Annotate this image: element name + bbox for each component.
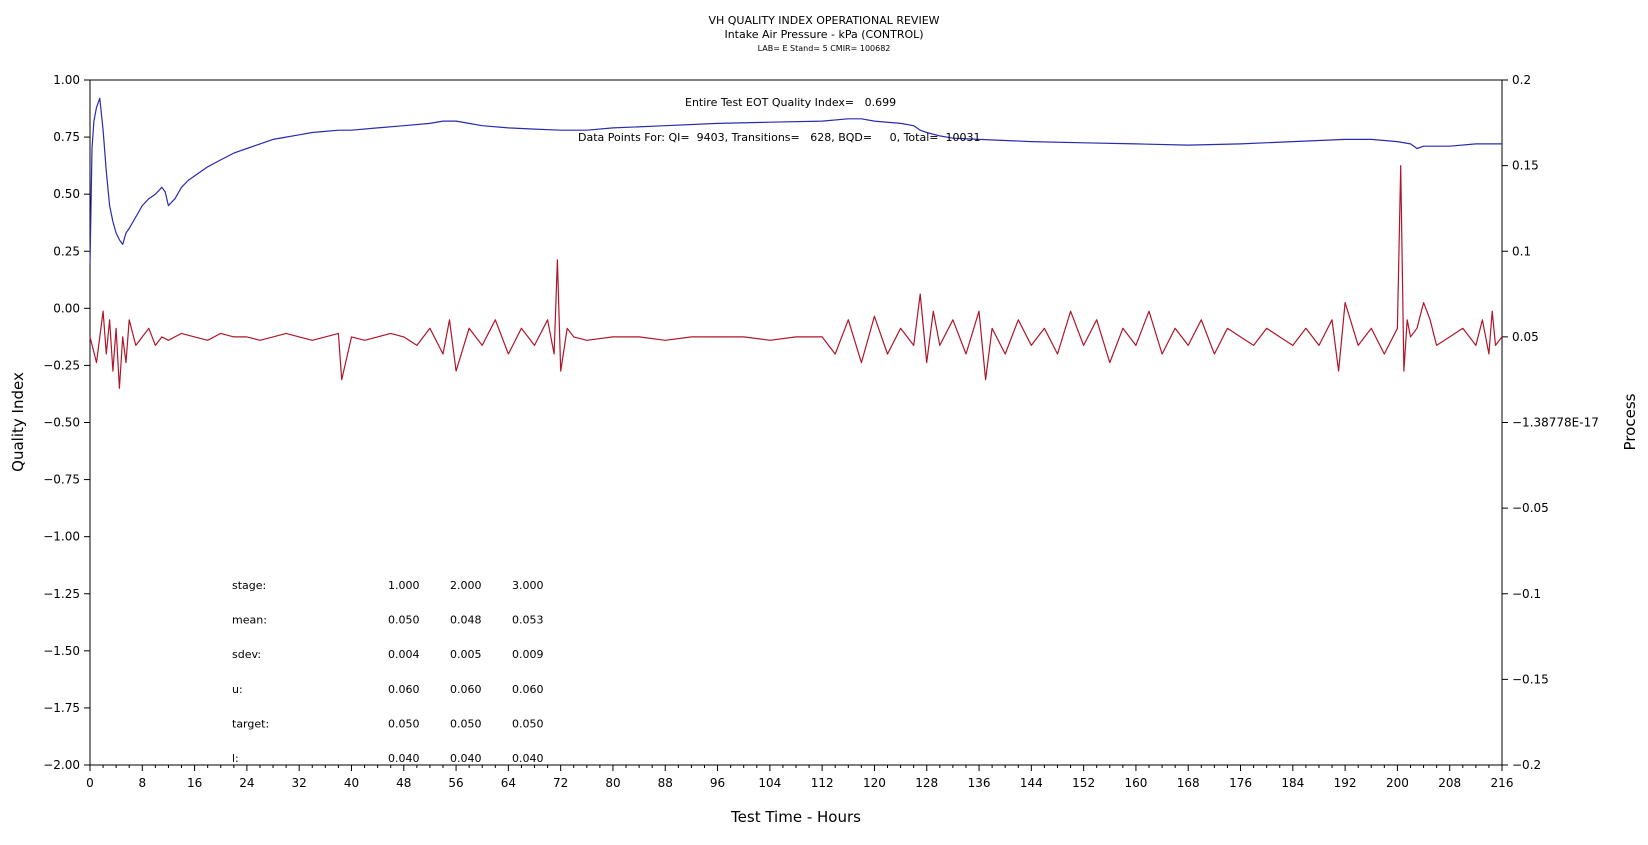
x-tick-label: 112 xyxy=(811,776,834,790)
x-tick-label: 48 xyxy=(396,776,411,790)
x-tick-label: 128 xyxy=(915,776,938,790)
y-tick-label: −0.75 xyxy=(43,473,80,487)
y-tick-label: −1.50 xyxy=(43,644,80,658)
x-tick-label: 104 xyxy=(758,776,781,790)
y2-tick-label: −0.05 xyxy=(1512,501,1549,515)
x-tick-label: 56 xyxy=(448,776,463,790)
stats-row-label: mean: xyxy=(232,614,267,627)
stats-cell: 0.050 xyxy=(450,717,482,730)
data-points-annotation: Data Points For: QI= 9403, Transitions= … xyxy=(578,131,980,144)
x-tick-label: 216 xyxy=(1491,776,1514,790)
x-tick-label: 40 xyxy=(344,776,359,790)
x-tick-label: 80 xyxy=(605,776,620,790)
x-tick-label: 208 xyxy=(1438,776,1461,790)
process-series-line xyxy=(89,165,1503,389)
stats-cell: 0.050 xyxy=(512,717,544,730)
x-tick-label: 24 xyxy=(239,776,254,790)
x-tick-label: 88 xyxy=(658,776,673,790)
stats-cell: 0.009 xyxy=(512,648,544,661)
y2-tick-label: 0.1 xyxy=(1512,244,1531,258)
stats-cell: 1.000 xyxy=(388,579,420,592)
y-tick-label: −0.25 xyxy=(43,358,80,372)
x-tick-label: 96 xyxy=(710,776,725,790)
stats-cell: 2.000 xyxy=(450,579,482,592)
x-tick-label: 72 xyxy=(553,776,568,790)
stats-cell: 3.000 xyxy=(512,579,544,592)
chart-title: VH QUALITY INDEX OPERATIONAL REVIEW xyxy=(708,14,939,27)
chart-subtitle: Intake Air Pressure - kPa (CONTROL) xyxy=(724,28,923,41)
y-tick-label: −0.50 xyxy=(43,416,80,430)
stats-row-label: stage: xyxy=(232,579,266,592)
x-tick-label: 16 xyxy=(187,776,202,790)
stats-row-label: target: xyxy=(232,717,269,730)
x-tick-label: 0 xyxy=(86,776,94,790)
x-tick-label: 192 xyxy=(1334,776,1357,790)
y2-tick-label: 0.2 xyxy=(1512,73,1531,87)
y2-tick-label: 0.15 xyxy=(1512,159,1539,173)
x-tick-label: 64 xyxy=(501,776,516,790)
plot-frame xyxy=(89,79,1503,766)
x-tick-label: 160 xyxy=(1124,776,1147,790)
stats-cell: 0.048 xyxy=(450,614,482,627)
y-tick-label: 0.75 xyxy=(53,130,80,144)
chart-subtitle-stand: LAB= E Stand= 5 CMIR= 100682 xyxy=(758,44,891,53)
stats-cell: 0.050 xyxy=(388,717,420,730)
y2-tick-label: 0.05 xyxy=(1512,330,1539,344)
y2-tick-label: −0.15 xyxy=(1512,672,1549,686)
y-tick-label: −1.75 xyxy=(43,701,80,715)
x-tick-label: 32 xyxy=(292,776,307,790)
stage-stats-table: stage: 1.000 2.000 3.000 mean: 0.050 0.048 0.05… xyxy=(232,579,544,765)
y-axis-label: Quality Index xyxy=(9,372,27,472)
x-tick-label: 200 xyxy=(1386,776,1409,790)
x-tick-label: 120 xyxy=(863,776,886,790)
y-tick-label: −1.00 xyxy=(43,530,80,544)
stats-row-label: l: xyxy=(232,752,239,765)
y2-tick-label: −0.2 xyxy=(1512,758,1541,772)
x-tick-label: 184 xyxy=(1281,776,1304,790)
x-tick-label: 152 xyxy=(1072,776,1095,790)
y-tick-label: 0.25 xyxy=(53,244,80,258)
stats-cell: 0.053 xyxy=(512,614,544,627)
y2-tick-label: −0.1 xyxy=(1512,587,1541,601)
y-tick-label: 1.00 xyxy=(53,73,80,87)
axis-ticks: 0 8 16 24 32 40 48 56 64 72 80 88 96 104 112 120 128 136 1… xyxy=(43,73,1599,790)
stats-cell: 0.060 xyxy=(512,683,544,696)
x-axis-label: Test Time - Hours xyxy=(730,808,861,826)
y2-tick-label: −1.38778E-17 xyxy=(1512,416,1599,430)
series-layer xyxy=(89,97,1503,389)
x-tick-label: 8 xyxy=(138,776,146,790)
stats-cell: 0.060 xyxy=(450,683,482,696)
stats-cell: 0.005 xyxy=(450,648,482,661)
y-tick-label: 0.50 xyxy=(53,187,80,201)
x-tick-label: 136 xyxy=(968,776,991,790)
stats-cell: 0.050 xyxy=(388,614,420,627)
stats-cell: 0.060 xyxy=(388,683,420,696)
stats-cell: 0.040 xyxy=(512,752,544,765)
stats-cell: 0.040 xyxy=(450,752,482,765)
stats-cell: 0.004 xyxy=(388,648,420,661)
stats-row-label: u: xyxy=(232,683,243,696)
eot-quality-index-annotation: Entire Test EOT Quality Index= 0.699 xyxy=(685,96,896,109)
y-tick-label: −1.25 xyxy=(43,587,80,601)
x-tick-label: 144 xyxy=(1020,776,1043,790)
quality-index-series-line xyxy=(89,97,1502,265)
x-tick-label: 168 xyxy=(1177,776,1200,790)
y-tick-label: −2.00 xyxy=(43,758,80,772)
stats-cell: 0.040 xyxy=(388,752,420,765)
x-tick-label: 176 xyxy=(1229,776,1252,790)
stats-row-label: sdev: xyxy=(232,648,261,661)
y2-axis-label: Process xyxy=(1621,393,1639,450)
y-tick-label: 0.00 xyxy=(53,301,80,315)
